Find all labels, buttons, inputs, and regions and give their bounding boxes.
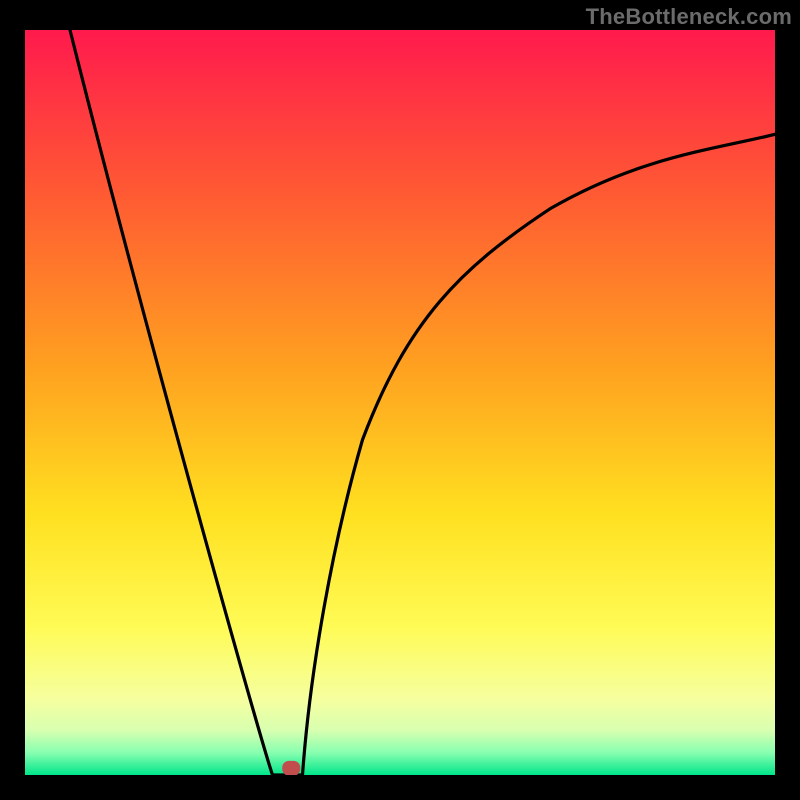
watermark-text: TheBottleneck.com [586, 4, 792, 30]
chart-frame: TheBottleneck.com [0, 0, 800, 800]
chart-area [25, 30, 775, 775]
chart-svg [25, 30, 775, 775]
chart-background [25, 30, 775, 775]
valley-marker [282, 761, 300, 775]
